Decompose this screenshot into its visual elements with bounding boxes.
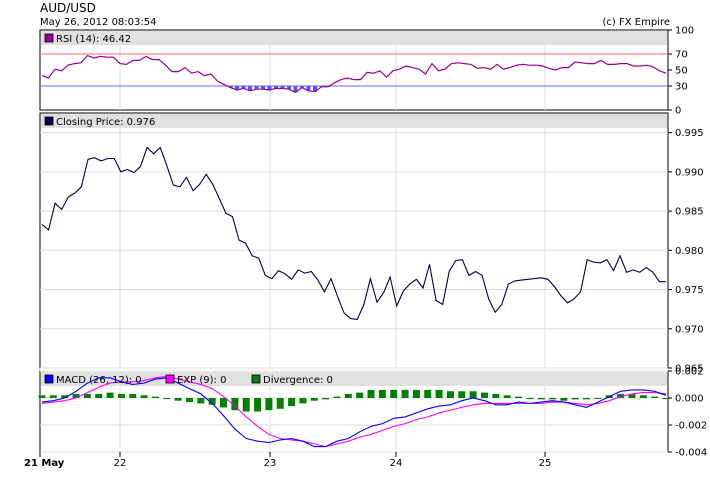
divergence-bar — [583, 398, 591, 400]
x-axis-tick-label: 25 — [539, 458, 552, 469]
divergence-bar — [163, 398, 171, 399]
divergence-bar — [651, 396, 659, 398]
price-ytick-label: 0.980 — [675, 246, 704, 257]
divergence-bar — [72, 393, 80, 398]
divergence-bar — [628, 393, 636, 398]
price-ytick-label: 0.995 — [675, 128, 704, 139]
divergence-bar — [412, 389, 420, 398]
divergence-bar — [639, 395, 647, 398]
macd-ytick-label: -0.002 — [675, 421, 707, 432]
divergence-bar — [594, 398, 602, 399]
macd-legend-label: MACD (26, 12): 0 — [56, 375, 142, 386]
divergence-bar — [106, 392, 114, 398]
divergence-bar — [424, 389, 432, 398]
divergence-bar — [401, 389, 409, 398]
divergence-bar — [95, 393, 103, 398]
price-ytick-label: 0.975 — [675, 285, 704, 296]
divergence-bar — [151, 396, 159, 398]
divergence-bar — [197, 398, 205, 404]
macd-ytick-label: -0.004 — [675, 448, 707, 459]
rsi-ytick-label: 30 — [675, 82, 688, 93]
x-axis-first-label: 21 May — [24, 458, 65, 469]
price-ytick-label: 0.990 — [675, 167, 704, 178]
divergence-bar — [185, 398, 193, 403]
divergence-bar — [617, 393, 625, 398]
timestamp: May 26, 2012 08:03:54 — [40, 17, 157, 28]
divergence-bar — [310, 398, 318, 401]
divergence-bar — [333, 396, 341, 398]
macd-ytick-label: 0.000 — [675, 394, 704, 405]
macd-legend-bar — [41, 372, 667, 386]
divergence-bar — [549, 398, 557, 400]
divergence-bar — [367, 389, 375, 398]
rsi-legend-bar — [41, 31, 667, 45]
divergence-bar — [254, 398, 262, 412]
divergence-bar — [469, 391, 477, 398]
divergence-bar — [288, 398, 296, 407]
divergence-legend-label: Divergence: 0 — [263, 375, 333, 386]
divergence-bar — [220, 398, 228, 408]
macd-series-line — [41, 377, 667, 448]
divergence-bar — [265, 398, 273, 411]
divergence-bar — [49, 395, 57, 398]
divergence-bar — [231, 398, 239, 411]
rsi-legend-swatch — [44, 33, 54, 43]
exp-legend-label: EXP (9): 0 — [177, 375, 226, 386]
divergence-bar — [276, 398, 284, 409]
divergence-bar — [480, 392, 488, 398]
rsi-ytick-label: 100 — [675, 26, 694, 37]
divergence-bar — [299, 398, 307, 404]
divergence-bar — [61, 395, 69, 398]
rsi-ytick-label: 0 — [675, 106, 681, 117]
divergence-bar — [174, 398, 182, 401]
rsi-legend-label: RSI (14): 46.42 — [56, 34, 131, 45]
x-axis-tick-label: 22 — [114, 458, 127, 469]
x-axis-tick-label: 24 — [390, 458, 403, 469]
macd-legend-swatch — [44, 374, 54, 384]
divergence-bar — [344, 393, 352, 398]
divergence-bar — [390, 389, 398, 398]
rsi-ytick-label: 70 — [675, 50, 688, 61]
divergence-bar — [378, 389, 386, 398]
copyright-credit: (c) FX Empire — [602, 17, 671, 28]
divergence-bar — [38, 395, 46, 398]
price-ytick-label: 0.970 — [675, 324, 704, 335]
divergence-bar — [83, 393, 91, 398]
divergence-bar — [492, 393, 500, 398]
divergence-bar — [571, 398, 579, 400]
price-ytick-label: 0.965 — [675, 364, 704, 375]
price-series-line — [41, 146, 666, 320]
divergence-bar — [526, 398, 534, 399]
divergence-bar — [242, 398, 250, 412]
divergence-bar — [356, 392, 364, 398]
divergence-bar — [662, 398, 670, 399]
divergence-bar — [446, 391, 454, 398]
divergence-bar — [503, 395, 511, 398]
divergence-bar — [117, 393, 125, 398]
divergence-bar — [322, 398, 330, 400]
price-legend-label: Closing Price: 0.976 — [56, 117, 155, 128]
divergence-bar — [129, 393, 137, 398]
price-legend-swatch — [44, 116, 54, 126]
divergence-bar — [515, 396, 523, 398]
macd-ytick-label: 0.002 — [675, 367, 704, 378]
rsi-series-line — [41, 54, 667, 94]
divergence-legend-swatch — [251, 374, 261, 384]
divergence-bar — [435, 389, 443, 398]
divergence-bar — [560, 398, 568, 401]
rsi-ytick-label: 50 — [675, 66, 688, 77]
divergence-bar — [208, 398, 216, 405]
price-ytick-label: 0.985 — [675, 207, 704, 218]
x-axis-tick-label: 23 — [264, 458, 277, 469]
exp-legend-swatch — [165, 374, 175, 384]
chart-title: AUD/USD — [40, 1, 96, 15]
divergence-bar — [458, 391, 466, 398]
price-legend-bar — [41, 114, 667, 128]
divergence-bar — [140, 395, 148, 398]
divergence-bar — [537, 398, 545, 400]
price-panel-frame — [39, 112, 669, 369]
